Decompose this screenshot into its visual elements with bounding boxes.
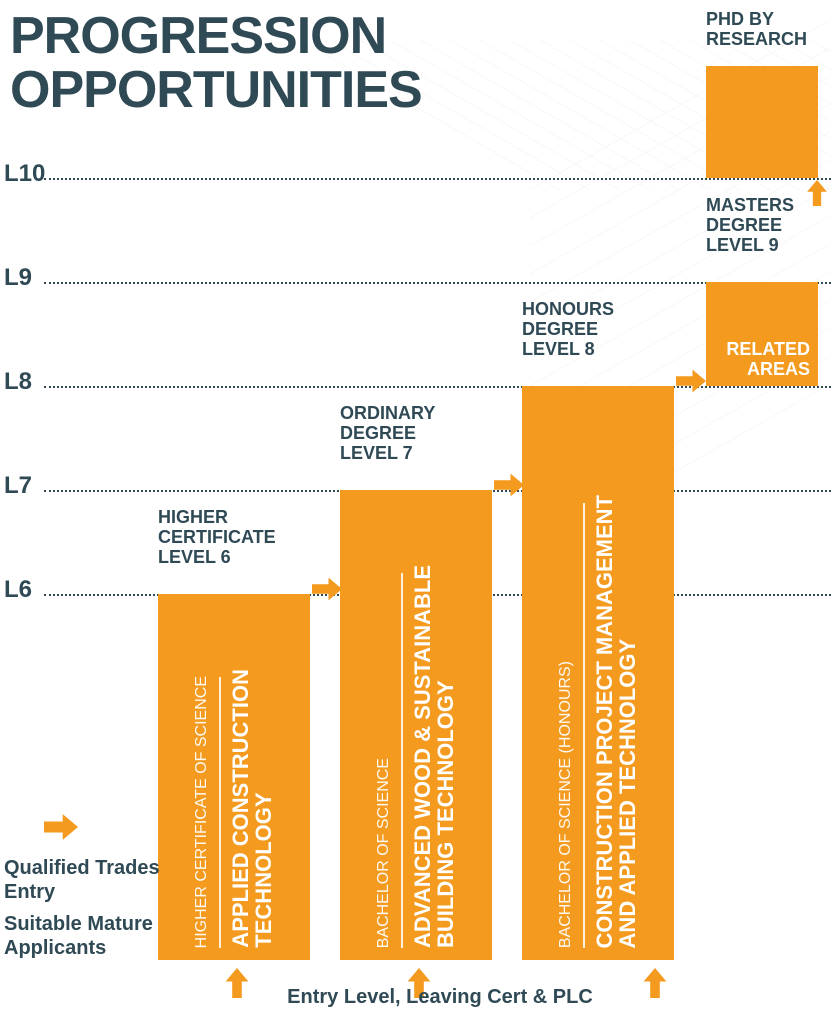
- title-line-2: OPPORTUNITIES: [10, 60, 422, 120]
- arrow-right-ar-6-7: [312, 574, 342, 604]
- arrow-up-au-b3: [640, 968, 670, 998]
- title-line-1: PROGRESSION: [10, 6, 386, 66]
- above-label-ord: ORDINARYDEGREELEVEL 7: [340, 404, 435, 463]
- bar6-title: APPLIED CONSTRUCTIONTECHNOLOGY: [229, 669, 275, 948]
- arrow-up-au-masters-phd: [804, 180, 830, 206]
- infographic-stage: PROGRESSIONOPPORTUNITIES L10 L9 L8 L7 L6 HIGHE…: [0, 0, 831, 1024]
- related-areas-label: RELATEDAREAS: [726, 340, 810, 380]
- entry-qualified-trades: Qualified TradesEntry: [4, 856, 160, 904]
- level-label-l6: L6: [4, 576, 32, 604]
- bar7-subtitle: BACHELOR OF SCIENCE: [375, 758, 393, 948]
- arrow-right-ar-entry: [44, 810, 78, 844]
- bar8: BACHELOR OF SCIENCE (HONOURS) CONSTRUCTIO…: [522, 386, 674, 960]
- entry-mature-applicants: Suitable MatureApplicants: [4, 912, 153, 960]
- level-label-l8: L8: [4, 368, 32, 396]
- gridline-l10: [44, 178, 831, 180]
- arrow-right-ar-8-9: [676, 366, 706, 396]
- level-label-l7: L7: [4, 472, 32, 500]
- above-label-higher: HIGHERCERTIFICATELEVEL 6: [158, 508, 276, 567]
- bar7-title: ADVANCED WOOD & SUSTAINABLEBUILDING TECH…: [411, 565, 457, 948]
- above-label-masters: MASTERSDEGREELEVEL 9: [706, 196, 794, 255]
- bar6-subtitle: HIGHER CERTIFICATE OF SCIENCE: [193, 676, 211, 948]
- bar6: HIGHER CERTIFICATE OF SCIENCE APPLIED CON…: [158, 594, 310, 960]
- above-label-honours: HONOURSDEGREELEVEL 8: [522, 300, 614, 359]
- bar7: BACHELOR OF SCIENCE ADVANCED WOOD & SUSTA…: [340, 490, 492, 960]
- arrow-right-ar-7-8: [494, 470, 524, 500]
- bar8-title: CONSTRUCTION PROJECT MANAGEMENTAND APPLI…: [593, 495, 639, 948]
- level-label-l9: L9: [4, 264, 32, 292]
- arrow-up-au-b1: [222, 968, 252, 998]
- related-areas-box: RELATEDAREAS: [706, 282, 818, 386]
- phd-box: [706, 66, 818, 178]
- above-label-phd: PHD BYRESEARCH: [706, 10, 807, 50]
- gridline-l8: [44, 386, 831, 388]
- bar8-subtitle: BACHELOR OF SCIENCE (HONOURS): [557, 661, 575, 948]
- level-label-l10: L10: [4, 160, 45, 188]
- bottom-caption: Entry Level, Leaving Cert & PLC: [260, 986, 620, 1009]
